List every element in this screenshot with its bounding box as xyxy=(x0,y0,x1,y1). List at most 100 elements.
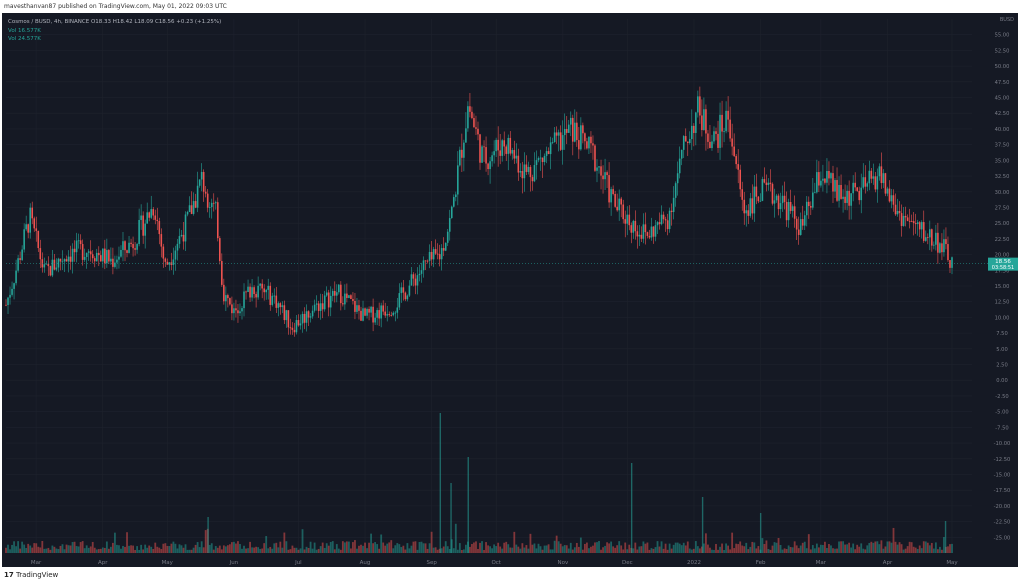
candle-body xyxy=(497,139,499,151)
candle-body xyxy=(596,167,598,171)
volume-bar xyxy=(703,543,705,553)
candle-body xyxy=(263,288,265,293)
volume-bar xyxy=(694,541,697,553)
candle-body xyxy=(416,275,419,286)
candle-body xyxy=(719,114,721,148)
price-axis[interactable]: 55.00 52.50 50.00 47.50 45.00 42.50 40.00 37.50… xyxy=(994,33,1011,542)
candle-body xyxy=(916,222,919,225)
volume-bar xyxy=(785,549,788,553)
candle-body xyxy=(132,243,134,249)
volume-bar xyxy=(279,541,282,553)
candle-body xyxy=(104,248,106,264)
candle-body xyxy=(721,114,723,132)
candle-body xyxy=(75,240,78,253)
price-tick-label: 52.50 xyxy=(995,48,1010,54)
candle-body xyxy=(487,163,489,170)
volume-bar xyxy=(178,544,181,553)
volume-bar xyxy=(489,546,491,553)
volume-bar xyxy=(751,541,754,553)
volume-bar xyxy=(902,549,905,553)
candle-body xyxy=(204,191,207,194)
candle-body xyxy=(791,206,794,211)
volume-bar xyxy=(579,537,582,553)
volume-bar xyxy=(777,538,780,553)
candle-body xyxy=(717,133,719,148)
volume-bar xyxy=(725,543,727,553)
last-price-badge-bg xyxy=(988,257,1018,271)
volume-bar xyxy=(275,542,278,553)
candle-body xyxy=(753,186,756,214)
candle-body xyxy=(690,125,693,140)
candles xyxy=(5,86,953,337)
volume-bar xyxy=(107,548,110,553)
candle-body xyxy=(158,221,161,235)
volume-bar xyxy=(446,546,449,553)
candle-body xyxy=(751,198,754,214)
volume-bar xyxy=(170,543,173,553)
volume-bar xyxy=(529,533,532,553)
candle-body xyxy=(444,242,447,251)
tradingview-logo[interactable]: 17 TradingView xyxy=(4,571,58,579)
candle-body xyxy=(676,173,679,184)
volume-bar xyxy=(743,546,746,553)
candle-body xyxy=(198,179,201,186)
volume-bar xyxy=(876,541,879,553)
candle-body xyxy=(152,209,155,216)
volume-bar xyxy=(755,548,758,553)
candle-body xyxy=(830,173,832,179)
price-tick-label: -5.00 xyxy=(995,410,1008,416)
volume-bar xyxy=(799,545,802,553)
volume-bar xyxy=(951,543,953,553)
volume-bar xyxy=(281,547,284,553)
candle-body xyxy=(241,308,243,312)
volume-bar xyxy=(864,549,867,553)
volume-bar xyxy=(549,549,552,553)
candle-body xyxy=(939,243,941,253)
candle-body xyxy=(872,176,875,179)
candle-body xyxy=(253,287,255,295)
candle-body xyxy=(816,172,818,193)
candlestick-chart[interactable]: 55.00 52.50 50.00 47.50 45.00 42.50 40.00 37.50… xyxy=(2,13,1018,567)
candle-body xyxy=(130,242,132,244)
volume-bar xyxy=(517,546,520,553)
volume-bar xyxy=(416,549,419,553)
volume-bar xyxy=(654,547,657,553)
volume-bar xyxy=(834,548,836,553)
volume-bar xyxy=(926,542,929,553)
candle-body xyxy=(140,215,142,220)
candle-body xyxy=(937,232,939,253)
time-tick-label: Mar xyxy=(816,560,827,566)
candle-body xyxy=(243,291,245,309)
candle-body xyxy=(606,172,608,176)
volume-bar xyxy=(17,541,20,553)
volume-bar xyxy=(779,544,782,553)
time-axis[interactable]: Mar Apr May Jun Jul Aug Sep Oct Nov Dec 2022 Feb Mar… xyxy=(31,560,959,566)
volume-bar xyxy=(475,541,477,553)
volume-bar xyxy=(122,545,124,553)
volume-bar xyxy=(872,542,875,553)
volume-bar xyxy=(600,549,602,553)
volume-bar xyxy=(186,549,189,553)
volume-bar xyxy=(253,547,255,553)
volume-bar xyxy=(791,547,794,553)
volume-bar xyxy=(850,547,853,553)
candle-body xyxy=(275,295,278,308)
candle-body xyxy=(658,222,661,225)
volume-bar xyxy=(420,541,423,553)
candle-body xyxy=(832,173,834,192)
chart-area[interactable]: 55.00 52.50 50.00 47.50 45.00 42.50 40.00 37.50… xyxy=(2,13,1018,567)
candle-body xyxy=(229,298,231,305)
candle-body xyxy=(271,295,274,305)
volume-bar xyxy=(628,544,631,553)
candle-body xyxy=(620,198,623,205)
volume-bar xyxy=(366,548,368,553)
volume-bar xyxy=(709,547,711,553)
candle-body xyxy=(561,135,564,150)
candle-body xyxy=(299,323,302,326)
candle-body xyxy=(404,292,407,300)
volume-bar xyxy=(382,542,385,553)
candle-body xyxy=(660,214,663,225)
candle-body xyxy=(122,241,124,250)
volume-bar xyxy=(172,541,175,553)
volume-bar xyxy=(424,543,427,553)
